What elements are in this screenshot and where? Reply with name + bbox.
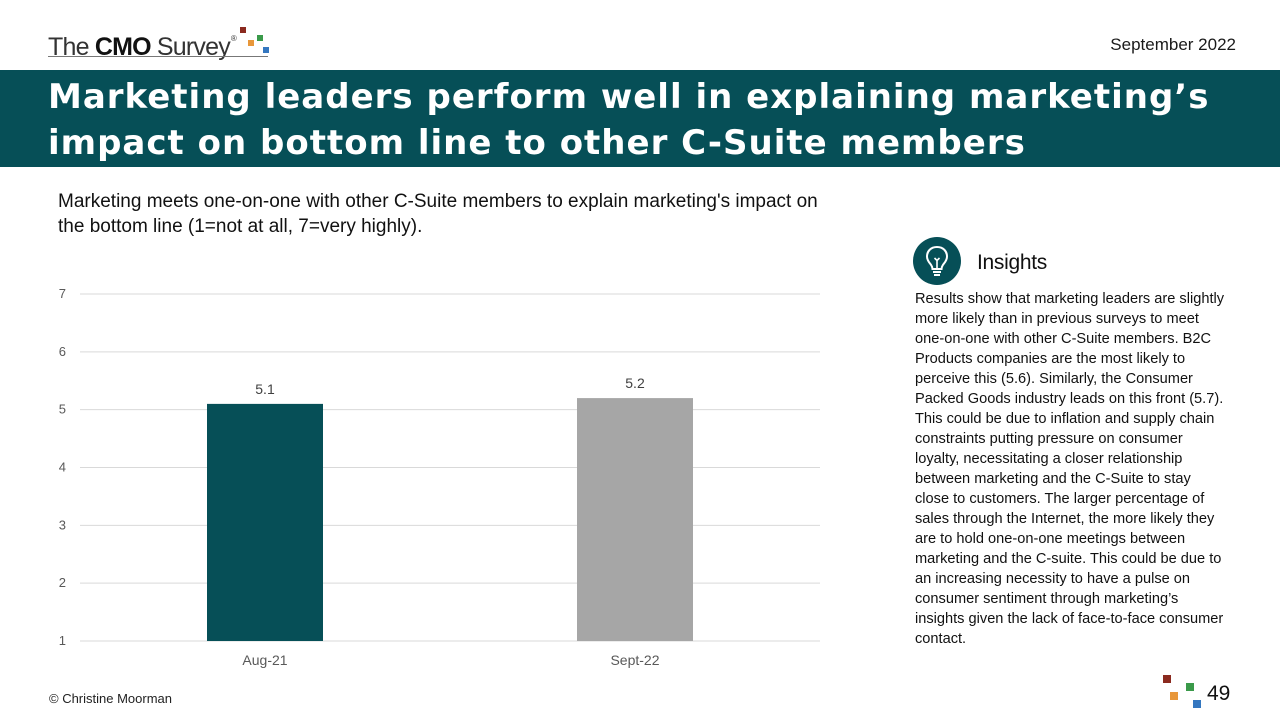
insights-heading: Insights: [977, 251, 1047, 274]
report-date: September 2022: [1110, 35, 1236, 54]
bar: [577, 398, 693, 641]
data-label: 5.2: [625, 375, 645, 391]
logo-underline: [48, 56, 268, 57]
y-tick-label: 5: [59, 402, 66, 417]
y-tick-label: 2: [59, 575, 66, 590]
lightbulb-icon: [925, 245, 949, 276]
bar: [207, 403, 323, 641]
insights-text: Results show that marketing leaders are …: [915, 291, 1225, 647]
y-tick-label: 4: [59, 460, 66, 475]
insights-badge: [913, 237, 961, 285]
footer-square-red: [1163, 675, 1171, 683]
footer-square-green: [1186, 683, 1194, 691]
cmo-survey-logo: The CMO Survey®: [48, 26, 237, 61]
y-tick-label: 7: [59, 286, 66, 301]
bar-chart: 1 2 3 4 5 6 7 5.1 Aug-21 5.2 Sept-22: [59, 286, 820, 668]
y-tick-label: 3: [59, 517, 66, 532]
footer-square-blue: [1193, 700, 1201, 708]
logo-text: The CMO Survey®: [48, 33, 237, 61]
logo-square-blue: [263, 47, 269, 53]
data-label: 5.1: [255, 381, 275, 397]
y-tick-label: 6: [59, 344, 66, 359]
x-tick-label: Sept-22: [610, 652, 659, 668]
x-tick-label: Aug-21: [242, 652, 287, 668]
logo-square-green: [257, 35, 263, 41]
y-tick-label: 1: [59, 633, 66, 648]
footer-square-orange: [1170, 692, 1178, 700]
title-banner: [0, 70, 1280, 167]
chart-subtitle: Marketing meets one-on-one with other C-…: [58, 191, 818, 237]
page-number: 49: [1207, 682, 1231, 705]
copyright: © Christine Moorman: [49, 691, 173, 706]
logo-square-orange: [248, 40, 254, 46]
page-title: Marketing leaders perform well in explai…: [48, 77, 1210, 163]
logo-square-red: [240, 27, 246, 33]
